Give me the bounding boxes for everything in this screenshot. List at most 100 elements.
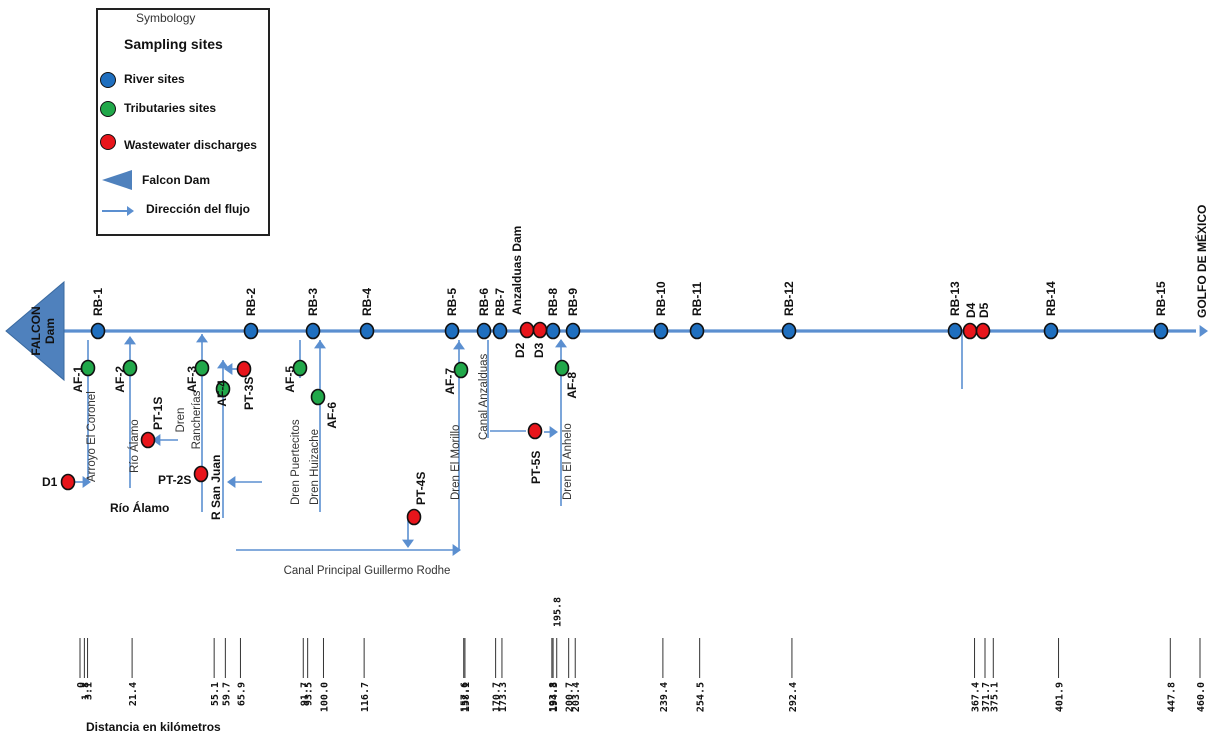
distance-label-9: 100.0 — [319, 682, 330, 712]
wastewater-site-label-5: PT-5S — [529, 451, 543, 484]
distance-label-25: 375.1 — [989, 682, 1000, 712]
distance-label-16: 194.3 — [549, 682, 560, 712]
rio-alamo-label: Río Álamo — [110, 500, 169, 515]
canal-principal-label: Canal Principal Guillermo Rodhe — [284, 565, 451, 577]
river-site-label-8: RB-9 — [566, 288, 580, 316]
distance-label-19: 203.4 — [571, 682, 582, 712]
distance-label-6: 65.9 — [236, 682, 247, 706]
river-site-label-9: RB-10 — [654, 281, 668, 316]
river-site-label-7: RB-8 — [546, 288, 560, 316]
tributary-site-label-2: AF-3 — [185, 366, 199, 393]
tributary-label-2-b: Rancherías — [191, 390, 203, 449]
wastewater-site-marker-4 — [406, 508, 422, 526]
distance-label-3: 21.4 — [128, 682, 139, 706]
tributary-site-label-7: AF-8 — [565, 372, 579, 399]
wastewater-site-marker-9 — [975, 322, 991, 340]
wastewater-site-label-2: PT-2S — [158, 473, 191, 487]
river-site-marker-3 — [359, 322, 375, 340]
anhelo-arrow — [555, 339, 567, 348]
pt4s-arrow — [402, 539, 414, 548]
distance-label-26: 401.9 — [1055, 682, 1066, 712]
pt1s-arrow — [152, 434, 161, 446]
legend-heading: Sampling sites — [124, 36, 223, 52]
legend-item-flow: Dirección del flujo — [98, 200, 268, 222]
river-site-label-14: RB-15 — [1154, 281, 1168, 316]
tributary-label-5: Dren Huizache — [309, 429, 321, 505]
wastewater-site-marker-5 — [527, 422, 543, 440]
gulf-label: GOLFO DE MÉXICO — [1194, 205, 1209, 318]
legend-item-waste: Wastewater discharges — [98, 132, 268, 154]
legend-title: Symbology — [136, 11, 196, 25]
tributary-label-7: Canal Anzalduas — [478, 353, 490, 440]
legend-item-dam: Falcon Dam — [98, 170, 268, 192]
river-site-label-0: RB-1 — [91, 288, 105, 316]
distance-label-8: 93.5 — [304, 682, 315, 706]
rancherias-arrow — [196, 334, 208, 343]
wastewater-site-label-4: PT-4S — [414, 472, 428, 505]
dam-label-sub: Dam — [43, 318, 57, 344]
tributary-label-3: R San Juan — [209, 455, 223, 520]
tributary-label-2: Dren — [175, 408, 187, 433]
river-site-label-11: RB-12 — [782, 281, 796, 316]
wastewater-site-marker-2 — [193, 465, 209, 483]
wastewater-site-marker-1 — [140, 431, 156, 449]
legend-label-dam: Falcon Dam — [142, 173, 211, 187]
tributary-site-label-4: AF-5 — [283, 366, 297, 393]
tributary-label-8: Dren El Anhelo — [562, 423, 574, 500]
anzalduas-dam-label: Anzalduas Dam — [510, 226, 524, 315]
tributary-label-6: Dren El Morillo — [450, 425, 462, 500]
river-site-label-3: RB-4 — [360, 288, 374, 316]
river-site-label-5: RB-6 — [477, 288, 491, 316]
tributary-site-marker-1 — [122, 359, 138, 377]
san-juan-arrow — [217, 360, 229, 369]
tributary-site-marker-2 — [194, 359, 210, 377]
wastewater-site-label-7: D3 — [532, 342, 546, 358]
distance-label-27: 447.8 — [1166, 682, 1177, 712]
tributary-label-4: Dren Puertecitos — [290, 419, 302, 505]
distance-label-5: 59.7 — [221, 682, 232, 706]
tributary-site-label-5: AF-6 — [325, 402, 339, 429]
distance-axis-label: Distancia en kilómetros — [86, 720, 221, 734]
dam-icon — [102, 170, 132, 190]
tributary-site-icon — [100, 101, 116, 117]
morillo-arrow — [453, 341, 465, 350]
legend-item-river: River sites — [98, 70, 268, 92]
river-site-marker-0 — [90, 322, 106, 340]
river-site-marker-6 — [492, 322, 508, 340]
river-site-marker-13 — [1043, 322, 1059, 340]
river-site-label-13: RB-14 — [1044, 281, 1058, 316]
wastewater-site-marker-8 — [962, 322, 978, 340]
wastewater-site-label-0: D1 — [42, 475, 58, 489]
river-site-label-2: RB-3 — [306, 288, 320, 316]
river-site-marker-8 — [565, 322, 581, 340]
distance-label-14: 173.3 — [498, 682, 509, 712]
distance-label-22: 292.4 — [788, 682, 799, 712]
distance-label-1: 1.8 — [80, 682, 91, 700]
distance-label-18: 200.7 — [565, 682, 576, 712]
tributary-site-marker-7 — [554, 359, 570, 377]
wastewater-site-label-6: D2 — [513, 342, 527, 358]
wastewater-site-label-3: PT-3S — [242, 377, 256, 410]
distance-label-28: 460.0 — [1196, 682, 1207, 712]
legend-label-river: River sites — [124, 72, 185, 86]
wastewater-site-label-8: D4 — [964, 302, 978, 318]
distance-label-23: 367.4 — [971, 682, 982, 712]
tributary-site-marker-4 — [292, 359, 308, 377]
tributary-site-label-0: AF-1 — [71, 366, 85, 393]
river-site-label-1: RB-2 — [244, 288, 258, 316]
wastewater-site-marker-7 — [532, 321, 548, 339]
distance-label-10: 116.7 — [360, 682, 371, 712]
distance-label-20: 239.4 — [659, 682, 670, 712]
legend-label-trib: Tributaries sites — [124, 101, 217, 115]
river-site-marker-4 — [444, 322, 460, 340]
river-site-label-6: RB-7 — [493, 288, 507, 316]
distance-label-2: 3.1 — [84, 682, 95, 700]
d1-arrow — [82, 476, 91, 488]
distance-label-11: 157.6 — [460, 682, 471, 712]
wastewater-site-label-1: PT-1S — [151, 397, 165, 430]
distance-label-24: 371.7 — [981, 682, 992, 712]
river-site-marker-10 — [689, 322, 705, 340]
river-site-icon — [100, 72, 116, 88]
wastewater-site-marker-6 — [519, 321, 535, 339]
